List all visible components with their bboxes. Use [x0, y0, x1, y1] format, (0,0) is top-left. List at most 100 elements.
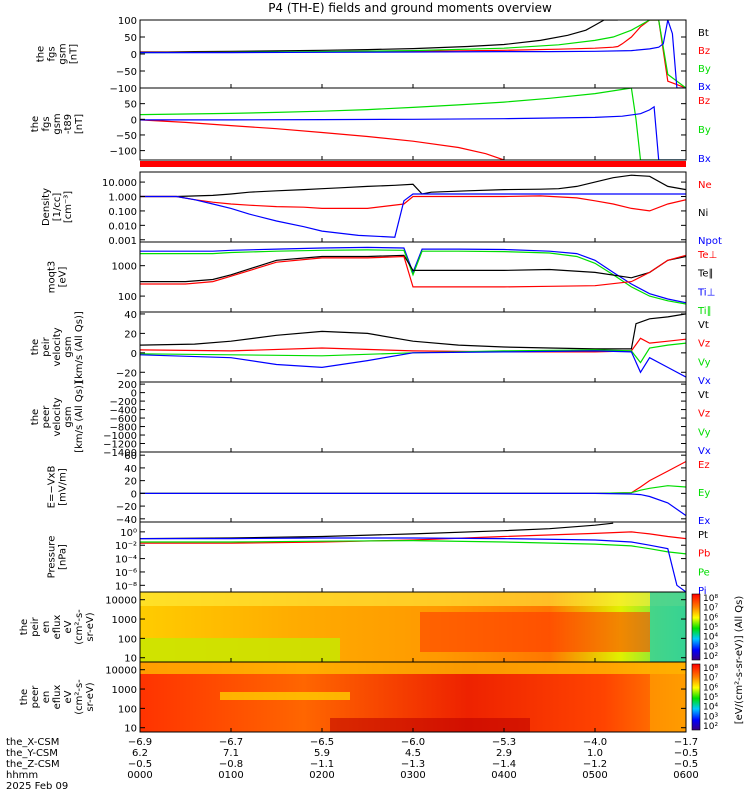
panel-8: Pt Pb Pe Pi 10⁰ 10⁻² 10⁻⁴ 10⁻⁶ 10⁻⁸ Pressure [nPa]	[47, 521, 710, 597]
y-axis-label: moqt3	[47, 261, 58, 294]
colorbar-tick-label: 10⁴	[703, 703, 718, 713]
colorbar-tick-label: 10⁷	[703, 674, 718, 684]
colorbar-tick-label: 10²	[703, 722, 718, 732]
y-tick-label: 100	[118, 292, 137, 303]
y-axis-label: peir	[30, 616, 41, 636]
y-axis-label: eflux	[52, 685, 63, 710]
colorbar-label: [eV/(cm²-s-sr-eV)] (All Qs)	[734, 596, 745, 725]
legend-entry: Vz	[698, 339, 710, 350]
y-axis-label: gsm	[52, 113, 63, 134]
panel-frame	[139, 19, 687, 89]
x-axis-value: −0.5	[128, 759, 152, 770]
x-axis-value: 7.1	[223, 748, 239, 759]
spectrogram-high-energy-band	[140, 662, 686, 674]
series-Ti⊥	[140, 246, 686, 304]
y-axis-label: sr-eV)	[85, 612, 96, 641]
y-tick-label: 100	[118, 634, 137, 645]
y-tick-label: 100	[118, 16, 137, 27]
spectrogram-texture	[140, 662, 686, 732]
y-axis-label: (cm²-s-	[74, 609, 85, 645]
y-tick-label: 100	[118, 704, 137, 715]
panel-7: Ez Ey Ex 60 40 200 −20 −40 E=−VxB [mV/m]	[47, 451, 711, 527]
series-group	[140, 313, 686, 378]
x-axis-value: 4.5	[405, 748, 421, 759]
y-tick-label: −20	[116, 368, 137, 379]
figure-title: P4 (TH-E) fields and ground moments over…	[268, 1, 552, 15]
y-tick-label: −50	[116, 131, 137, 142]
date-label: 2025 Feb 09	[6, 781, 68, 792]
series-Pt	[140, 522, 614, 540]
y-axis-label: peir	[41, 336, 52, 356]
y-tick-label: 10000	[105, 666, 137, 677]
colorbar-tick-label: 10³	[703, 642, 718, 652]
x-axis-value: 1.0	[587, 748, 603, 759]
panel-frame	[139, 451, 687, 523]
panel-frame	[139, 381, 687, 453]
y-axis-label: the	[30, 409, 41, 425]
colorbar-tick-label: 10⁸	[703, 594, 718, 604]
legend-entry: Bz	[698, 46, 710, 57]
legend-entry: Te∥	[697, 269, 714, 280]
x-axis-value: −5.3	[492, 737, 516, 748]
legend-entry: Vt	[698, 320, 709, 331]
y-tick-label: 0.100	[108, 207, 137, 218]
legend-entry: Pt	[698, 530, 708, 541]
x-axis-value: −0.5	[674, 759, 698, 770]
series-Npot	[140, 193, 686, 238]
series-Ey	[140, 485, 686, 494]
y-axis-label: gsm	[58, 43, 69, 64]
series-Pb	[140, 531, 686, 544]
y-axis-label: gsm	[63, 406, 74, 427]
y-axis-label: fgs	[47, 46, 58, 61]
x-axis-value: −1.2	[583, 759, 607, 770]
y-axis-label: velocity	[52, 327, 63, 366]
y-axis-label: -t89	[63, 114, 74, 134]
y-axis-label: fgs	[41, 116, 52, 131]
series-Ex	[140, 492, 686, 517]
colorbar-tick-label: 10³	[703, 712, 718, 722]
panel-2: Bz By Bx 50 0 −50 −100 the fgs gsm -t89 [nT]	[30, 87, 711, 165]
y-tick-label: 1000	[112, 262, 137, 273]
legend-entry: Ni	[698, 208, 708, 219]
y-tick-label: 0	[131, 389, 137, 400]
y-axis-label: the	[30, 339, 41, 355]
x-axis-value: 0500	[582, 770, 607, 781]
y-tick-label: −800	[110, 423, 137, 434]
x-axis-value: 5.9	[314, 748, 330, 759]
y-tick-label: 0	[131, 50, 137, 61]
y-tick-label: 40	[124, 464, 137, 475]
legend-entry: Te⊥	[697, 250, 717, 261]
series-Ti∥	[140, 249, 686, 305]
y-tick-label: 10000	[105, 596, 137, 607]
series-group	[140, 522, 686, 592]
y-axis-label: peer	[41, 405, 52, 429]
x-axis-row-label: the_Y-CSM	[6, 748, 58, 759]
series-Bx	[140, 105, 686, 160]
colorbar-tick-label: 10⁵	[703, 693, 718, 703]
y-tick-label: −100	[110, 84, 137, 95]
panel-frame	[139, 171, 687, 243]
series-Pi	[140, 537, 686, 592]
series-group	[140, 460, 686, 517]
y-tick-label: 0.010	[108, 221, 137, 232]
panel-frame	[139, 311, 687, 383]
x-axis-value: −1.1	[310, 759, 334, 770]
y-tick-label: 10	[124, 724, 137, 735]
legend-entry: Ne	[698, 180, 712, 191]
y-axis-label: (cm²-s-	[74, 679, 85, 715]
y-axis-label: [nT]	[69, 44, 80, 64]
series-By	[140, 20, 686, 88]
x-axis-value: −6.0	[401, 737, 425, 748]
series-Ni	[140, 174, 686, 198]
y-tick-label: −20	[116, 502, 137, 513]
y-axis-label: eflux	[52, 615, 63, 640]
x-axis-value: 0300	[400, 770, 425, 781]
y-axis-label: eV	[63, 620, 74, 633]
x-axis-value: −1.3	[401, 759, 425, 770]
panel-6: Vt Vz Vy Vx 2000−200−400−600−800−1000−1200−1…	[30, 380, 711, 459]
panel-1: Bt Bz By Bx 100 50 0 −50 −100 the fgs gsm [nT]	[36, 16, 711, 95]
y-tick-label: −1200	[103, 440, 137, 451]
x-axis-value: 0000	[127, 770, 152, 781]
